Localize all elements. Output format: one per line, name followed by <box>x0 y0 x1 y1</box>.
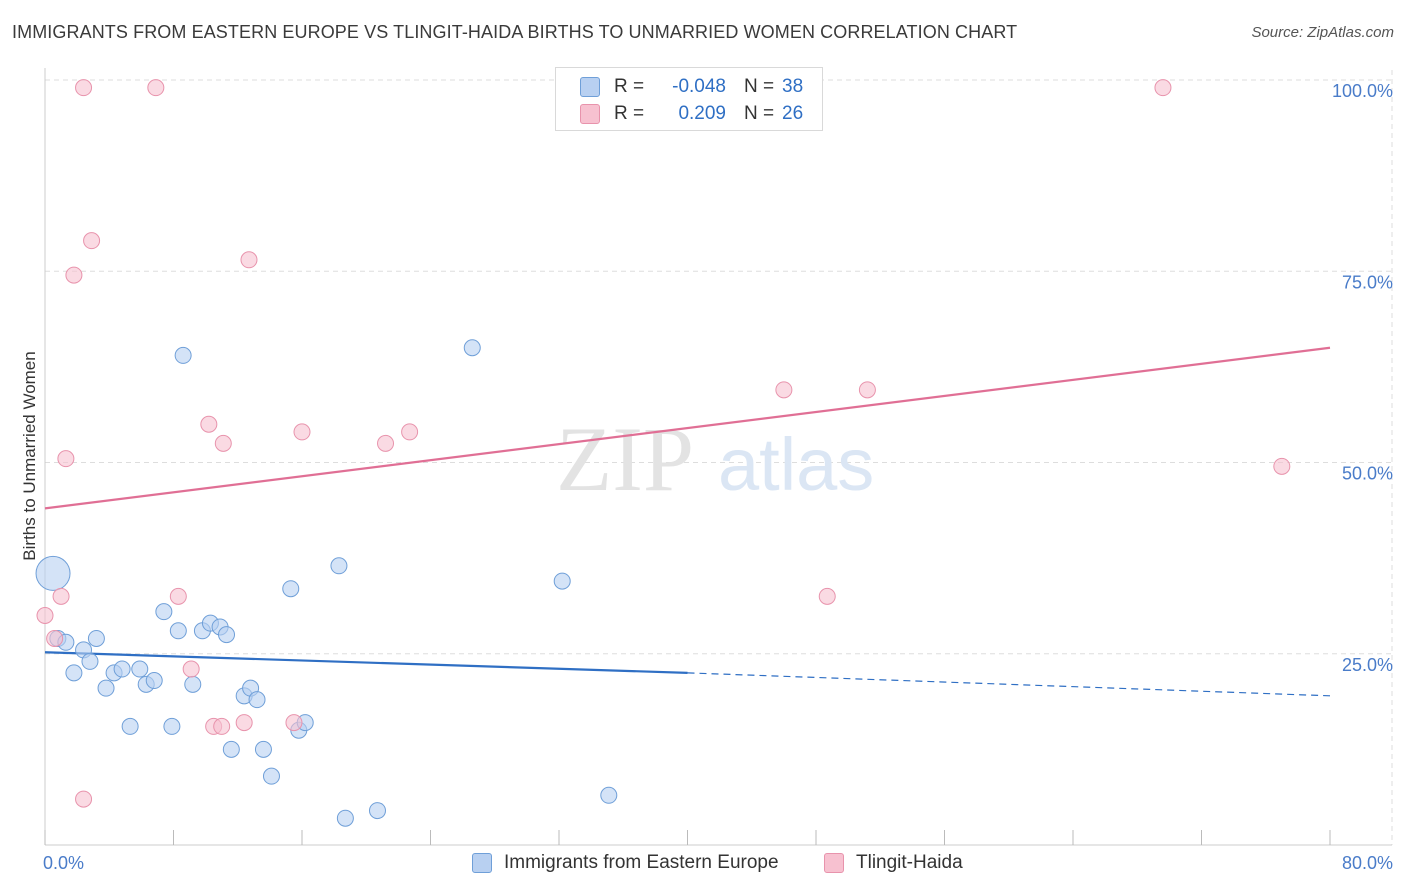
x-tick-label: 0.0% <box>43 853 84 873</box>
point-eastern-europe <box>218 626 236 644</box>
point-tlingit-haida <box>775 381 793 399</box>
watermark-atlas: atlas <box>718 423 874 506</box>
point-tlingit-haida <box>36 607 54 624</box>
point-eastern-europe <box>155 603 173 621</box>
grid-lines <box>45 70 1393 845</box>
point-tlingit-haida <box>858 381 876 399</box>
point-eastern-europe <box>131 660 149 678</box>
point-tlingit-haida <box>213 717 231 735</box>
point-tlingit-haida <box>75 79 93 97</box>
point-tlingit-haida <box>83 232 101 250</box>
point-tlingit-haida <box>235 714 253 732</box>
point-tlingit-haida <box>75 790 93 808</box>
point-eastern-europe <box>600 786 618 804</box>
point-tlingit-haida <box>147 79 165 97</box>
r-value: 0.209 <box>678 103 726 124</box>
point-tlingit-haida <box>818 587 836 605</box>
point-tlingit-haida <box>285 714 303 732</box>
point-eastern-europe <box>35 555 71 591</box>
trend-line-tlingit-haida <box>44 346 1331 510</box>
y-tick-label: 100.0% <box>1332 81 1393 101</box>
r-label: R = <box>614 103 645 124</box>
legend-item-eastern-europe[interactable]: Immigrants from Eastern Europe <box>472 852 779 874</box>
point-tlingit-haida <box>46 629 64 647</box>
r-value: -0.048 <box>672 76 726 97</box>
legend-item-tlingit-haida[interactable]: Tlingit-Haida <box>824 852 963 874</box>
point-eastern-europe <box>248 691 266 709</box>
point-tlingit-haida <box>200 415 218 433</box>
chart-title: IMMIGRANTS FROM EASTERN EUROPE VS TLINGI… <box>12 22 1018 42</box>
point-tlingit-haida <box>293 423 311 441</box>
legend-label: Tlingit-Haida <box>856 852 963 873</box>
x-tick-label: 80.0% <box>1342 853 1393 873</box>
series-legend: Immigrants from Eastern Europe Tlingit-H… <box>0 852 1406 878</box>
correlation-legend: R = -0.048 N = 38 R = 0.209 N = 26 <box>555 67 823 131</box>
source-label: Source: ZipAtlas.com <box>1251 24 1394 41</box>
n-label: N = <box>744 103 775 124</box>
n-value: 38 <box>782 76 804 97</box>
point-eastern-europe <box>336 809 354 827</box>
point-eastern-europe <box>553 572 571 590</box>
point-eastern-europe <box>87 629 105 647</box>
point-tlingit-haida <box>182 660 200 678</box>
point-eastern-europe <box>121 717 139 735</box>
point-tlingit-haida <box>65 266 83 284</box>
point-eastern-europe <box>330 557 348 575</box>
y-tick-label: 50.0% <box>1342 464 1393 484</box>
n-value: 26 <box>782 103 804 124</box>
legend-label: Immigrants from Eastern Europe <box>504 852 779 873</box>
blue-swatch <box>472 853 492 873</box>
point-eastern-europe <box>463 339 481 357</box>
point-eastern-europe <box>282 580 300 598</box>
trend-lines <box>44 346 1331 697</box>
point-eastern-europe <box>222 740 240 758</box>
point-tlingit-haida <box>1154 79 1172 97</box>
point-eastern-europe <box>368 802 386 820</box>
watermark: ZIP atlas <box>556 408 874 510</box>
point-tlingit-haida <box>240 251 258 269</box>
point-tlingit-haida <box>214 434 232 452</box>
legend-row-blue: R = -0.048 N = 38 <box>580 74 803 100</box>
y-tick-label: 75.0% <box>1342 272 1393 292</box>
point-tlingit-haida <box>52 587 70 605</box>
point-eastern-europe <box>169 622 187 640</box>
point-eastern-europe <box>184 675 202 693</box>
point-eastern-europe <box>262 767 280 785</box>
trend-line-eastern-europe <box>44 651 688 674</box>
point-eastern-europe <box>113 660 131 678</box>
r-label: R = <box>614 76 645 97</box>
point-tlingit-haida <box>401 423 419 441</box>
legend-row-pink: R = 0.209 N = 26 <box>580 101 803 127</box>
point-eastern-europe <box>174 346 192 364</box>
pink-swatch <box>580 104 600 124</box>
point-eastern-europe <box>97 679 115 697</box>
point-eastern-europe <box>254 740 272 758</box>
n-label: N = <box>744 76 775 97</box>
point-eastern-europe <box>163 717 181 735</box>
point-eastern-europe <box>145 672 163 690</box>
y-axis-label: Births to Unmarried Women <box>20 351 39 560</box>
point-tlingit-haida <box>57 450 75 468</box>
point-eastern-europe <box>65 664 83 682</box>
trend-line-eastern-europe-extension <box>687 672 1331 697</box>
point-tlingit-haida <box>1273 457 1291 475</box>
y-tick-label: 25.0% <box>1342 655 1393 675</box>
point-tlingit-haida <box>169 587 187 605</box>
tick-labels: 25.0% 50.0% 75.0% 100.0% 0.0% 80.0% <box>43 81 1393 873</box>
watermark-zip: ZIP <box>556 408 694 510</box>
point-tlingit-haida <box>377 434 395 452</box>
axes <box>44 68 1392 846</box>
point-eastern-europe <box>81 652 99 670</box>
pink-swatch <box>824 853 844 873</box>
blue-swatch <box>580 77 600 97</box>
data-points <box>35 79 1291 827</box>
